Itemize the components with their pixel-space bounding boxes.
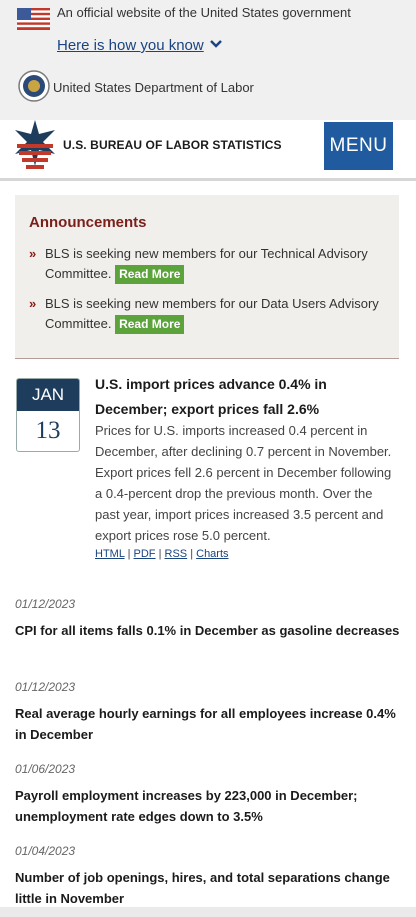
announcement-item: » BLS is seeking new members for our Dat…	[29, 294, 389, 334]
how-you-know-link[interactable]: Here is how you know	[57, 37, 204, 54]
link-separator: |	[190, 548, 194, 560]
release-date: 01/04/2023	[15, 844, 76, 858]
agency-title[interactable]: U.S. BUREAU OF LABOR STATISTICS	[63, 138, 282, 152]
calendar-month: JAN	[17, 379, 79, 411]
pdf-link[interactable]: PDF	[133, 548, 156, 560]
read-more-button[interactable]: Read More	[115, 315, 185, 334]
featured-links: HTML | PDF | RSS | Charts	[95, 548, 229, 560]
release-date: 01/06/2023	[15, 762, 76, 776]
read-more-button[interactable]: Read More	[115, 265, 185, 284]
chevron-down-icon[interactable]	[209, 37, 223, 51]
featured-headline[interactable]: U.S. import prices advance 0.4% in Decem…	[95, 376, 327, 417]
html-link[interactable]: HTML	[95, 548, 125, 560]
release-title-link[interactable]: Number of job openings, hires, and total…	[15, 870, 390, 906]
double-chevron-icon: »	[29, 246, 37, 261]
menu-button[interactable]: MENU	[324, 122, 393, 170]
charts-link[interactable]: Charts	[196, 548, 229, 560]
calendar-date-icon: JAN 13	[16, 378, 80, 452]
release-title-link[interactable]: Real average hourly earnings for all emp…	[15, 706, 396, 742]
bottom-edge	[0, 907, 416, 917]
dol-seal-icon	[18, 70, 50, 102]
gov-banner: An official website of the United States…	[0, 0, 416, 120]
featured-summary: Prices for U.S. imports increased 0.4 pe…	[95, 423, 392, 543]
header-divider	[0, 178, 416, 181]
double-chevron-icon: »	[29, 296, 37, 311]
release-title-link[interactable]: Payroll employment increases by 223,000 …	[15, 788, 358, 824]
announcements-title: Announcements	[29, 214, 147, 231]
rss-link[interactable]: RSS	[164, 548, 188, 560]
link-separator: |	[158, 548, 162, 560]
us-flag-icon	[17, 8, 50, 30]
official-website-text: An official website of the United States…	[57, 5, 351, 20]
site-header: U.S. BUREAU OF LABOR STATISTICS MENU	[0, 120, 416, 178]
link-separator: |	[127, 548, 131, 560]
calendar-day: 13	[35, 417, 61, 444]
list-item: 01/04/2023 Number of job openings, hires…	[15, 844, 400, 909]
bls-logo-icon[interactable]	[11, 120, 59, 174]
announcement-text: BLS is seeking new members for our Data …	[45, 296, 379, 331]
release-date: 01/12/2023	[15, 680, 76, 694]
release-title-link[interactable]: CPI for all items falls 0.1% in December…	[15, 623, 400, 638]
release-date: 01/12/2023	[15, 597, 76, 611]
list-item: 01/12/2023 CPI for all items falls 0.1% …	[15, 597, 400, 641]
announcement-text: BLS is seeking new members for our Techn…	[45, 246, 368, 281]
department-name: United States Department of Labor	[53, 80, 254, 95]
list-item: 01/12/2023 Real average hourly earnings …	[15, 680, 400, 745]
announcements-panel: Announcements » BLS is seeking new membe…	[15, 195, 399, 359]
announcement-item: » BLS is seeking new members for our Tec…	[29, 244, 389, 284]
list-item: 01/06/2023 Payroll employment increases …	[15, 762, 400, 827]
